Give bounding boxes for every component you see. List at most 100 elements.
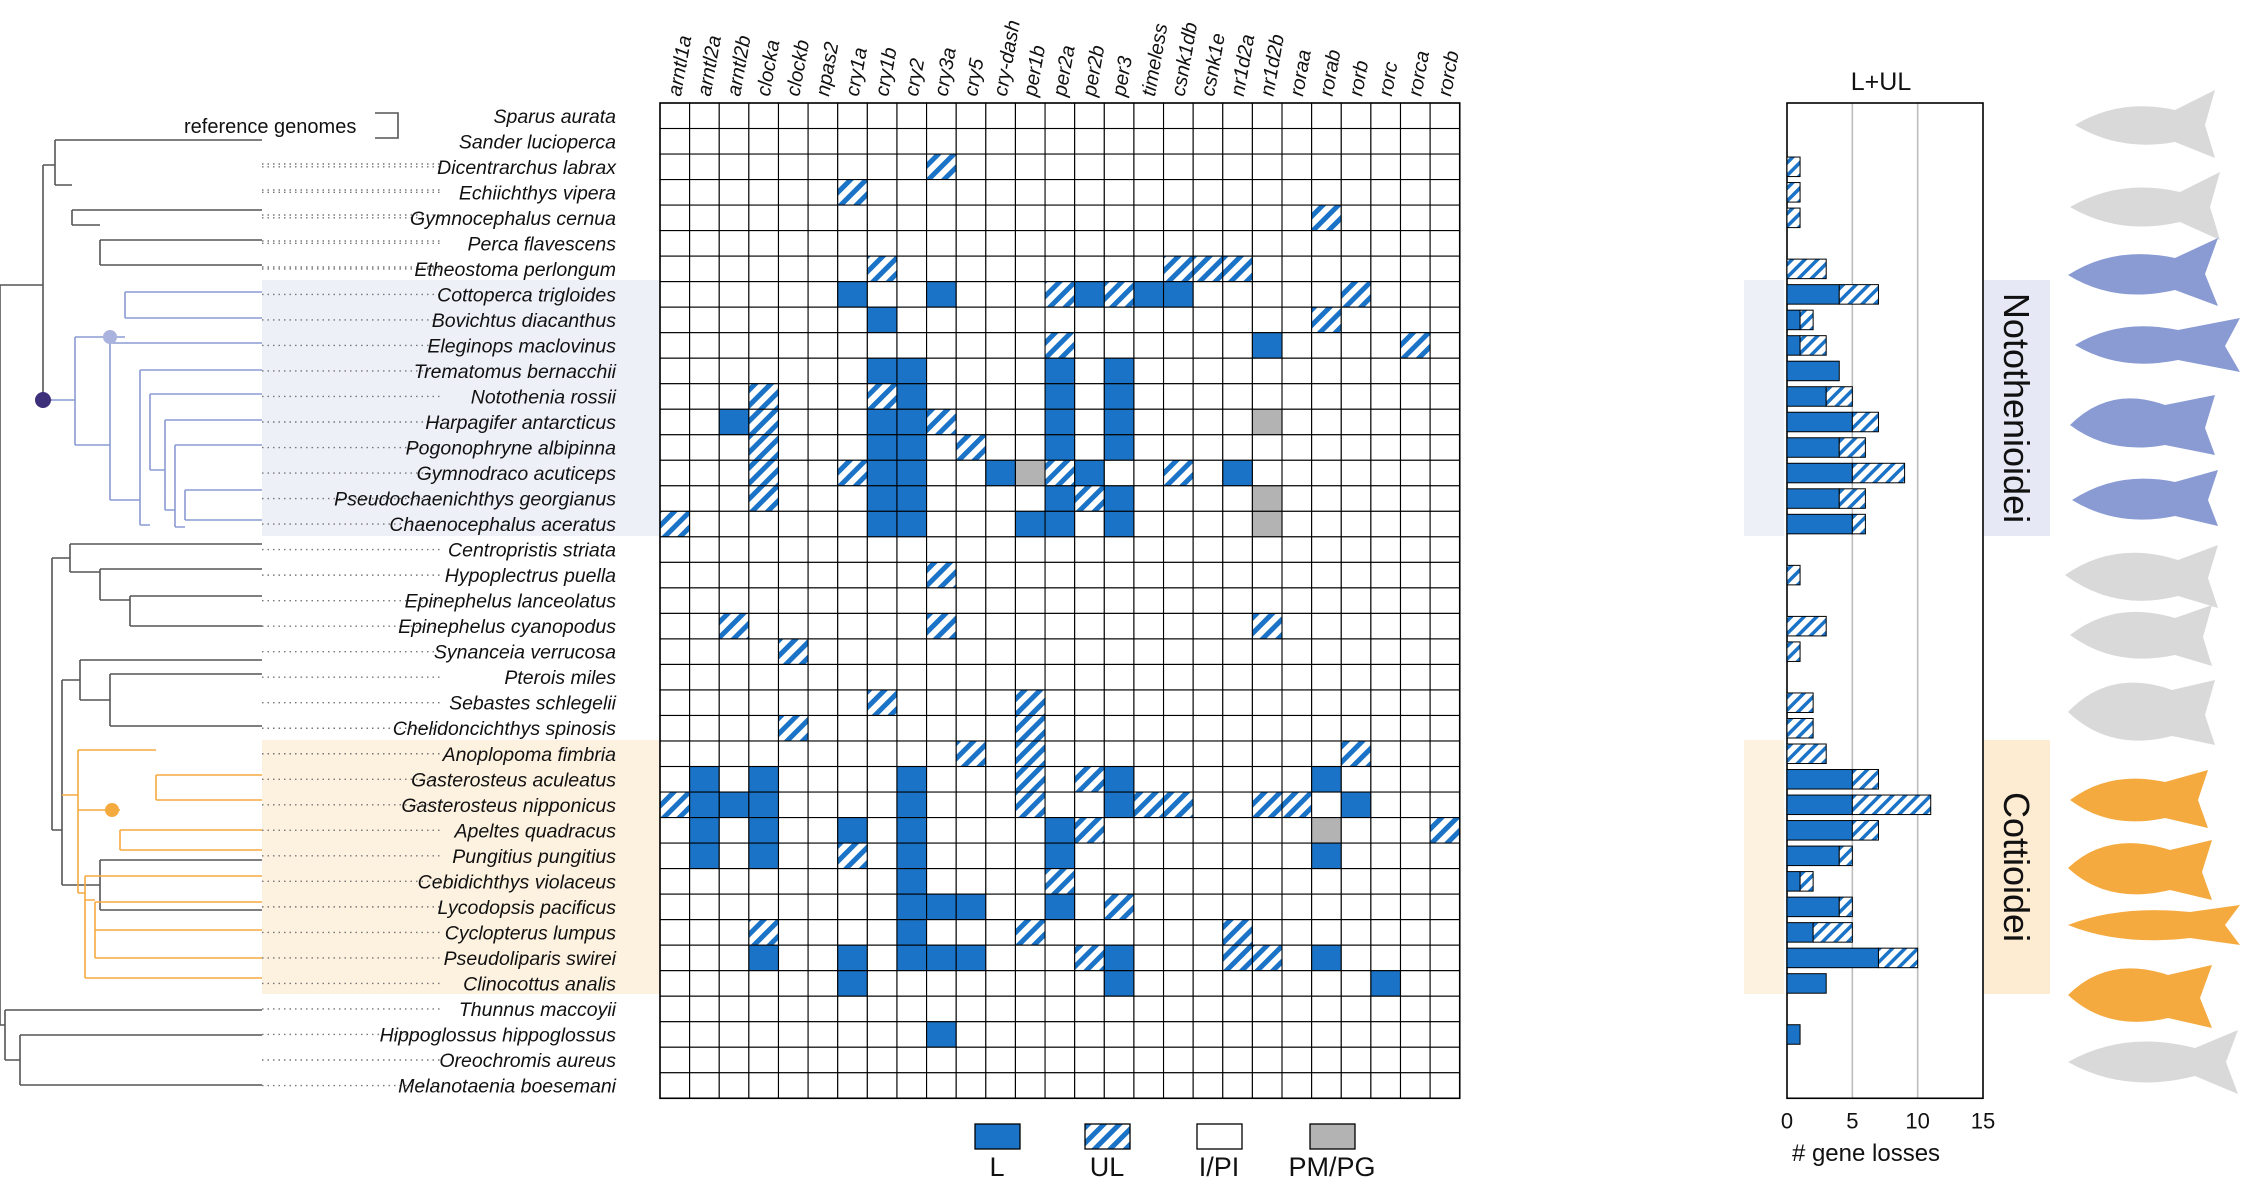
- heatmap-cell: [955, 179, 987, 206]
- heatmap-cell: [807, 587, 839, 614]
- heatmap-cell: [926, 510, 957, 538]
- heatmap-cell: [866, 893, 898, 921]
- heatmap-cell: [1074, 102, 1105, 130]
- heatmap-cell: [1044, 868, 1076, 895]
- heatmap-cell: [1251, 536, 1283, 563]
- heatmap-cell: [1311, 383, 1342, 410]
- heatmap-cell: [1044, 281, 1076, 308]
- heatmap-cell: [1429, 408, 1461, 436]
- gene-label: cry3a: [931, 46, 961, 98]
- heatmap-cell: [1281, 255, 1313, 283]
- heatmap-cell: [837, 332, 868, 359]
- heatmap-cell: [1251, 995, 1283, 1023]
- heatmap-cell: [777, 179, 809, 206]
- bar-L: [1786, 947, 1879, 969]
- heatmap-cell: [689, 663, 720, 691]
- heatmap-cell: [1399, 689, 1431, 717]
- heatmap-cell: [1133, 306, 1165, 334]
- heatmap-cell: [807, 791, 839, 819]
- heatmap-cell: [955, 434, 987, 461]
- heatmap-cell: [659, 970, 691, 997]
- heatmap-cell: [866, 817, 898, 844]
- heatmap-cell: [896, 306, 928, 334]
- heatmap-cell: [1399, 663, 1431, 691]
- heatmap-cell: [896, 332, 928, 359]
- heatmap-cell: [1014, 638, 1046, 665]
- heatmap-cell: [1340, 204, 1372, 232]
- heatmap-cell: [1133, 638, 1165, 665]
- heatmap-cell: [1340, 536, 1372, 563]
- heatmap-cell: [1222, 1072, 1253, 1099]
- heatmap-cell: [1340, 1072, 1372, 1099]
- heatmap-cell: [1014, 485, 1046, 512]
- heatmap-cell: [748, 179, 780, 206]
- cottioidei-bar-band: [1744, 740, 1784, 994]
- heatmap-cell: [1311, 485, 1342, 512]
- heatmap-cell: [1162, 612, 1194, 640]
- heatmap-cell: [1281, 561, 1313, 589]
- heatmap-cell: [1044, 434, 1076, 461]
- heatmap-cell: [718, 434, 750, 461]
- bar-L: [1786, 437, 1840, 458]
- heatmap-cell: [1192, 281, 1224, 308]
- heatmap-cell: [1192, 510, 1224, 538]
- heatmap-cell: [1370, 842, 1402, 870]
- heatmap-cell: [985, 485, 1016, 512]
- heatmap-cell: [748, 332, 780, 359]
- heatmap-cell: [1074, 127, 1105, 155]
- heatmap-cell: [1192, 740, 1224, 768]
- heatmap-cell: [1429, 663, 1461, 691]
- heatmap-cell: [1370, 689, 1402, 717]
- heatmap-cell: [718, 408, 750, 436]
- heatmap-cell: [777, 765, 809, 793]
- heatmap-cell: [837, 740, 868, 768]
- heatmap-cell: [1162, 408, 1194, 436]
- gene-label: nr1d2b: [1256, 33, 1288, 98]
- heatmap-cell: [1192, 612, 1224, 640]
- heatmap-cell: [926, 919, 957, 946]
- heatmap-cell: [1281, 383, 1313, 410]
- heatmap-cell: [807, 868, 839, 895]
- heatmap-cell: [1340, 510, 1372, 538]
- heatmap-cell: [1192, 102, 1224, 130]
- leader-dots: [262, 166, 440, 1087]
- heatmap-cell: [866, 485, 898, 512]
- heatmap-cell: [1251, 357, 1283, 385]
- heatmap-cell: [1281, 893, 1313, 921]
- heatmap-cell: [1192, 714, 1224, 742]
- heatmap-cell: [1103, 383, 1135, 410]
- heatmap-cell: [985, 230, 1016, 257]
- heatmap-cell: [985, 1072, 1016, 1099]
- heatmap-cell: [689, 485, 720, 512]
- heatmap-cell: [659, 536, 691, 563]
- bar-xtick: 0: [1781, 1108, 1793, 1133]
- gene-label: cry5: [960, 56, 988, 98]
- heatmap-cell: [1044, 587, 1076, 614]
- heatmap-cell: [1222, 740, 1253, 768]
- heatmap-cell: [1429, 944, 1461, 972]
- heatmap-cell: [807, 127, 839, 155]
- heatmap-cell: [1103, 102, 1135, 130]
- heatmap-cell: [1222, 255, 1253, 283]
- heatmap-cell: [1192, 995, 1224, 1023]
- heatmap-cell: [807, 842, 839, 870]
- heatmap-cell: [1133, 663, 1165, 691]
- heatmap-cell: [1429, 127, 1461, 155]
- heatmap-cell: [1103, 485, 1135, 512]
- heatmap-cell: [985, 919, 1016, 946]
- heatmap-cell: [718, 740, 750, 768]
- heatmap-cell: [1044, 944, 1076, 972]
- heatmap-cell: [807, 230, 839, 257]
- heatmap-cell: [1222, 919, 1253, 946]
- heatmap-cell: [1133, 204, 1165, 232]
- heatmap-cell: [837, 204, 868, 232]
- node-dot-cottioidei: [105, 803, 119, 817]
- heatmap-cell: [1281, 332, 1313, 359]
- heatmap-cell: [748, 510, 780, 538]
- heatmap-cell: [1311, 1046, 1342, 1074]
- heatmap-cell: [837, 510, 868, 538]
- heatmap-cell: [718, 612, 750, 640]
- bar-L: [1786, 411, 1853, 433]
- heatmap-cell: [659, 817, 691, 844]
- heatmap-cell: [1429, 561, 1461, 589]
